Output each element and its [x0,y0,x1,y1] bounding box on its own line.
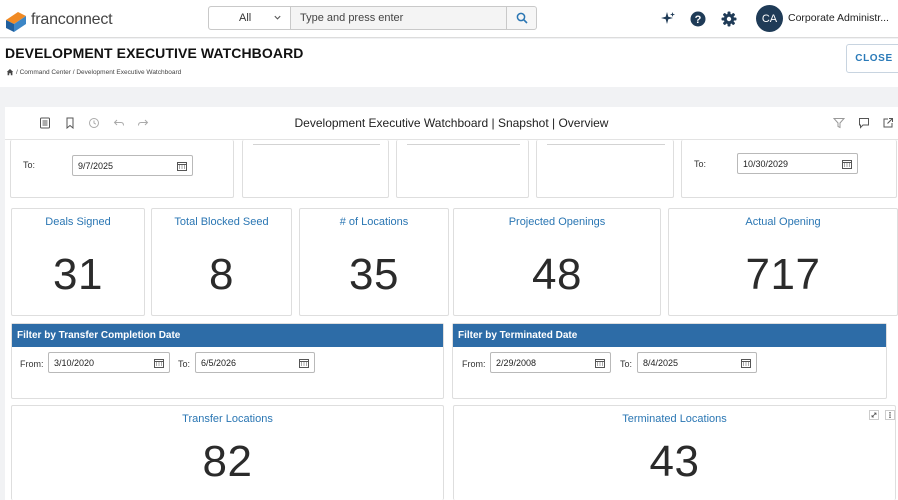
breadcrumb: / Command Center / Development Executive… [6,68,181,76]
share-icon[interactable] [882,117,894,129]
more-icon[interactable] [885,410,895,420]
to-label: To: [620,359,633,369]
kpi-value: 82 [202,437,253,486]
kpi-title: Transfer Locations [182,413,273,425]
dashboard-title: Development Executive Watchboard | Snaps… [294,116,609,130]
calendar-icon[interactable] [842,159,852,169]
kpi-card-transfer-locations[interactable]: Transfer Locations 82 [11,405,444,500]
kpi-title: Deals Signed [45,216,111,228]
search-input[interactable] [291,7,506,29]
to-label: To: [694,159,707,169]
filter-panel-blank-1 [242,140,389,198]
divider [253,144,380,145]
brand-name: franconnect [31,11,113,28]
filter-panel-blank-2 [396,140,529,198]
notes-icon[interactable] [39,117,51,129]
from-date-value: 2/29/2008 [496,357,537,368]
kpi-card-locations[interactable]: # of Locations 35 [299,208,449,316]
calendar-icon[interactable] [154,358,164,368]
kpi-value: 31 [53,250,103,299]
user-name[interactable]: Corporate Administr... [788,12,889,24]
top-nav: franconnect All ? CA Corporate Admin [0,0,898,38]
dashboard-frame: Development Executive Watchboard | Snaps… [5,107,898,500]
global-search: All [208,6,537,30]
kpi-title: # of Locations [339,216,409,228]
redo-icon[interactable] [137,117,149,129]
kpi-value: 43 [649,437,700,486]
to-label: To: [178,359,191,369]
kpi-title: Projected Openings [508,216,606,228]
to-date-field[interactable]: 9/7/2025 [72,155,193,176]
from-label: From: [20,359,44,369]
dashboard-toolbar: Development Executive Watchboard | Snaps… [5,107,898,140]
close-button[interactable]: CLOSE [846,44,898,73]
franconnect-logo-icon [6,12,26,32]
kpi-value: 8 [209,250,234,299]
kpi-card-terminated-locations[interactable]: Terminated Locations 43 [453,405,896,500]
date-filter-panel-left: To: 9/7/2025 [10,140,234,198]
to-date-field[interactable]: 8/4/2025 [637,352,757,373]
search-button[interactable] [506,7,536,29]
chevron-down-icon [273,13,282,24]
to-label: To: [23,160,36,170]
calendar-icon[interactable] [177,161,187,171]
to-date-value: 6/5/2026 [201,357,237,368]
page-title: DEVELOPMENT EXECUTIVE WATCHBOARD [5,45,304,61]
kpi-title: Terminated Locations [622,413,727,425]
comment-icon[interactable] [858,117,870,129]
avatar[interactable]: CA [756,5,783,32]
to-date-field[interactable]: 6/5/2026 [195,352,315,373]
brand-logo[interactable]: franconnect [4,7,113,33]
kpi-value: 48 [532,250,582,299]
filter-panel-blank-3 [536,140,674,198]
calendar-icon[interactable] [741,358,751,368]
filter-title: Filter by Terminated Date [453,324,886,347]
terminated-date-filter: Filter by Terminated Date From: 2/29/200… [452,323,887,399]
search-scope-value: All [239,12,252,24]
to-date-value: 9/7/2025 [78,160,114,171]
to-date-field[interactable]: 10/30/2029 [737,153,858,174]
divider [407,144,520,145]
page-header: DEVELOPMENT EXECUTIVE WATCHBOARD / Comma… [0,39,898,87]
breadcrumb-path[interactable]: / Command Center / Development Executive… [16,68,182,76]
kpi-card-total-blocked-seed[interactable]: Total Blocked Seed 8 [151,208,292,316]
kpi-value: 717 [745,250,821,299]
undo-icon[interactable] [113,117,125,129]
gear-icon[interactable] [721,11,737,27]
home-icon[interactable] [6,68,14,76]
history-icon[interactable] [88,117,100,129]
calendar-icon[interactable] [595,358,605,368]
kpi-title: Actual Opening [745,216,821,228]
from-date-field[interactable]: 2/29/2008 [490,352,611,373]
from-date-field[interactable]: 3/10/2020 [48,352,170,373]
to-date-value: 8/4/2025 [643,357,679,368]
kpi-title: Total Blocked Seed [174,216,269,228]
search-icon [516,12,528,24]
calendar-icon[interactable] [299,358,309,368]
svg-text:?: ? [695,14,702,26]
date-filter-panel-right: To: 10/30/2029 [681,140,897,198]
kpi-card-actual-opening[interactable]: Actual Opening 717 [668,208,898,316]
divider [547,144,665,145]
kpi-card-deals-signed[interactable]: Deals Signed 31 [11,208,145,316]
kpi-value: 35 [349,250,399,299]
from-date-value: 3/10/2020 [54,357,95,368]
expand-icon[interactable] [869,410,879,420]
transfer-date-filter: Filter by Transfer Completion Date From:… [11,323,444,399]
filter-icon[interactable] [833,117,845,129]
to-date-value: 10/30/2029 [743,158,789,169]
search-scope-select[interactable]: All [209,7,291,29]
filter-title: Filter by Transfer Completion Date [12,324,443,347]
help-icon[interactable]: ? [690,11,706,27]
from-label: From: [462,359,486,369]
bookmark-icon[interactable] [64,117,76,129]
kpi-card-projected-openings[interactable]: Projected Openings 48 [453,208,661,316]
sparkle-icon[interactable] [660,11,676,27]
